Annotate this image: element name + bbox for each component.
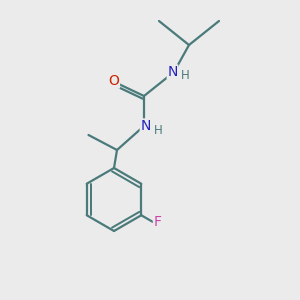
Text: N: N [140,119,151,133]
Text: H: H [181,69,190,82]
Text: H: H [154,124,163,137]
Text: N: N [167,65,178,79]
Text: F: F [154,215,161,229]
Text: O: O [109,74,119,88]
